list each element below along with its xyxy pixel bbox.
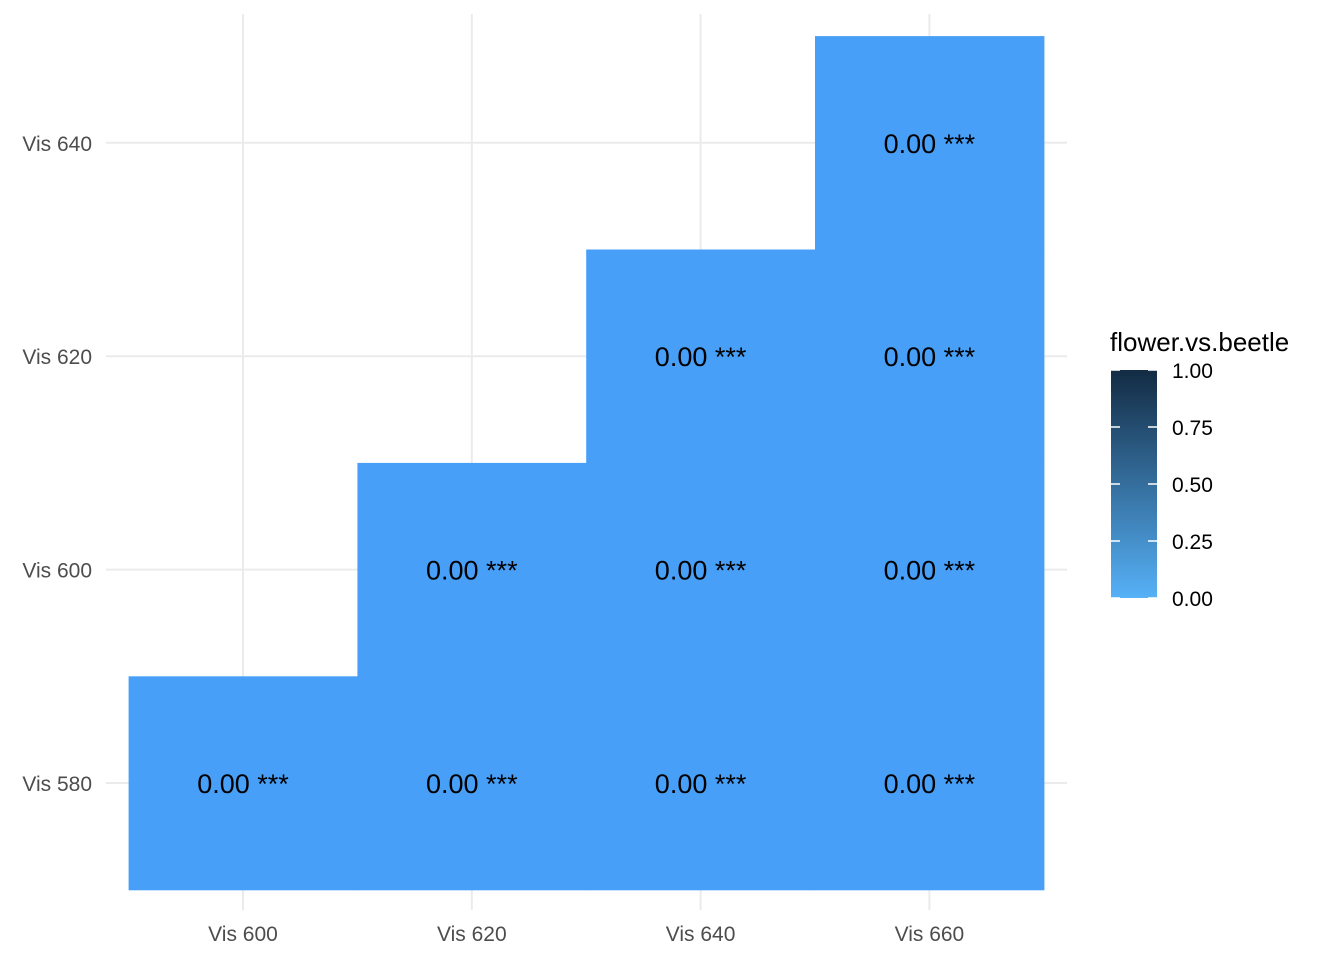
cell-value-label: 0.00 *** <box>197 769 289 799</box>
legend-tick-label: 1.00 <box>1172 360 1213 383</box>
heatmap-cell <box>815 676 1045 891</box>
cell-value-label: 0.00 *** <box>426 769 518 799</box>
cell-value-label: 0.00 *** <box>655 556 747 586</box>
y-tick-label: Vis 600 <box>22 560 92 583</box>
x-tick-label: Vis 660 <box>895 923 965 946</box>
y-tick-label: Vis 620 <box>22 346 92 369</box>
y-tick-label: Vis 580 <box>22 773 92 796</box>
legend-title: flower.vs.beetle <box>1110 327 1289 357</box>
cell-labels: 0.00 *** 0.00 *** 0.00 *** 0.00 *** 0.00 ***… <box>197 129 975 799</box>
y-tick-label: Vis 640 <box>22 133 92 156</box>
legend: flower.vs.beetle 1.00 0.75 0.50 0.25 0.00 <box>1110 327 1289 611</box>
cell-value-label: 0.00 *** <box>655 769 747 799</box>
heatmap-cell <box>586 676 816 891</box>
legend-ticks: 1.00 0.75 0.50 0.25 0.00 <box>1111 360 1213 611</box>
legend-tick-label: 0.25 <box>1172 531 1213 554</box>
x-tick-label: Vis 640 <box>666 923 736 946</box>
heatmap-cell <box>128 676 358 891</box>
x-tick-label: Vis 600 <box>208 923 278 946</box>
legend-tick-label: 0.75 <box>1172 417 1213 440</box>
heatmap-cell <box>815 36 1045 251</box>
legend-tick-label: 0.50 <box>1172 474 1213 497</box>
heatmap-cells <box>128 36 1045 891</box>
cell-value-label: 0.00 *** <box>884 769 976 799</box>
cell-value-label: 0.00 *** <box>884 129 976 159</box>
x-tick-label: Vis 620 <box>437 923 507 946</box>
heatmap-cell <box>815 249 1045 464</box>
cell-value-label: 0.00 *** <box>655 342 747 372</box>
axis-tick-labels: Vis 600 Vis 620 Vis 640 Vis 660 Vis 580 Vis 6… <box>22 133 964 946</box>
cell-value-label: 0.00 *** <box>884 342 976 372</box>
heatmap-cell <box>586 249 816 464</box>
heatmap-cell <box>357 462 587 677</box>
heatmap-cell <box>815 462 1045 677</box>
cell-value-label: 0.00 *** <box>884 556 976 586</box>
heatmap-cell <box>357 676 587 891</box>
cell-value-label: 0.00 *** <box>426 556 518 586</box>
legend-tick-label: 0.00 <box>1172 588 1213 611</box>
heatmap-cell <box>586 462 816 677</box>
